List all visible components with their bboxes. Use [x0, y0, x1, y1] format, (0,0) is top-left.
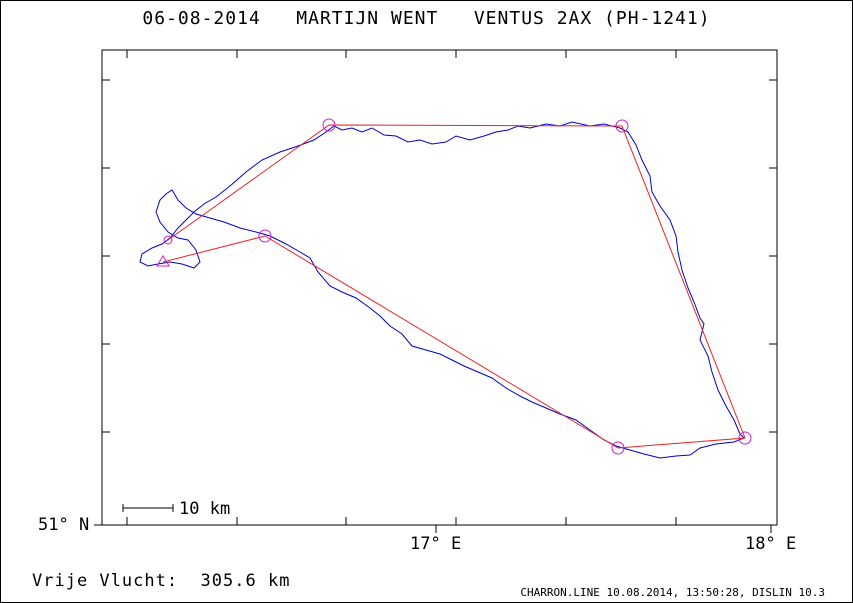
task-route — [162, 124, 746, 449]
turnpoint-marker — [163, 235, 173, 245]
pilot-name: MARTIJN WENT — [296, 8, 439, 29]
turnpoint-marker — [615, 119, 629, 133]
distance-value: 305.6 km — [200, 571, 291, 591]
axis-ticks — [94, 50, 777, 533]
map-frame — [101, 49, 778, 526]
scale-bar: 10 km — [122, 499, 230, 519]
turnpoint-marker — [738, 431, 752, 445]
lon-label-18: 18° E — [745, 534, 796, 554]
turnpoint-marker — [611, 441, 625, 455]
turnpoint-marker — [258, 229, 272, 243]
scale-bar-label: 10 km — [179, 499, 230, 519]
turnpoint-marker — [322, 118, 336, 132]
start-triangle-marker — [156, 255, 170, 267]
flight-date: 06-08-2014 — [142, 8, 261, 29]
distance-summary: Vrije Vlucht: 305.6 km — [32, 571, 290, 591]
lon-label-17: 17° E — [410, 534, 461, 554]
flight-track — [139, 121, 745, 459]
glider-name: VENTUS 2AX (PH-1241) — [473, 8, 711, 29]
turnpoints — [156, 118, 752, 455]
lat-label: 51° N — [38, 515, 89, 535]
distance-label: Vrije Vlucht: — [32, 571, 179, 591]
software-info: CHARRON.LINE 10.08.2014, 13:50:28, DISLI… — [520, 586, 825, 599]
page-title: 06-08-2014 MARTIJN WENT VENTUS 2AX (PH-1… — [0, 8, 853, 29]
